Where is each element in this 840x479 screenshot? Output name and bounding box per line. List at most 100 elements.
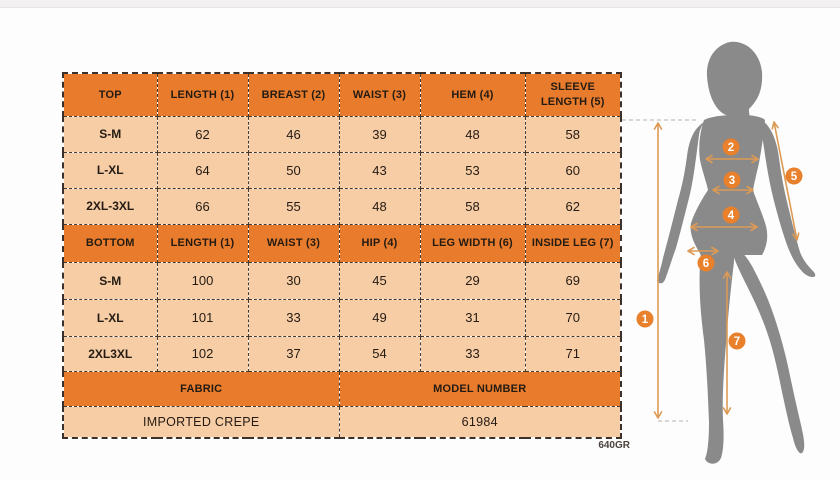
value-cell: 100 — [156, 261, 249, 300]
size-cell: L-XL — [62, 298, 158, 337]
value-cell: 33 — [247, 298, 340, 337]
measure-point-circle — [697, 254, 715, 272]
value-cell: 70 — [524, 298, 622, 337]
value-cell: 29 — [419, 261, 526, 300]
value-cell: 58 — [419, 187, 526, 225]
measure-point-3: 3 — [723, 171, 741, 189]
value-cell: 48 — [338, 187, 421, 225]
value-cell: 33 — [419, 335, 526, 372]
measure-point-label: 4 — [728, 210, 735, 222]
header-length-1: LENGTH (1) — [156, 72, 249, 117]
arrow-4-hip — [690, 222, 758, 232]
header-hip-4: HIP (4) — [338, 223, 421, 263]
value-cell: 31 — [419, 298, 526, 337]
top-row-sm: S-M 62 46 39 48 58 — [62, 115, 622, 153]
header-sleeve-length-5: SLEEVE LENGTH (5) — [524, 72, 622, 117]
top-header-row: TOP LENGTH (1) BREAST (2) WAIST (3) HEM … — [62, 72, 622, 117]
measure-point-6: 6 — [697, 254, 715, 272]
value-cell: 48 — [419, 115, 526, 153]
value-cell: 54 — [338, 335, 421, 372]
value-cell: 49 — [338, 298, 421, 337]
measure-point-circle — [722, 138, 740, 156]
bottom-row-lxl: L-XL 101 33 49 31 70 — [62, 298, 622, 337]
measure-point-2: 2 — [722, 138, 740, 156]
value-cell: 101 — [156, 298, 249, 337]
arrow-3-waist — [712, 185, 754, 195]
value-cell: 43 — [338, 151, 421, 189]
measure-point-circle — [785, 167, 803, 185]
arrow-7-inside-leg — [722, 271, 732, 415]
fabric-header-row: FABRIC MODEL NUMBER — [62, 370, 622, 407]
value-cell: 64 — [156, 151, 249, 189]
header-length-1: LENGTH (1) — [156, 223, 249, 263]
fabric-label: FABRIC — [62, 370, 340, 407]
size-table-container: TOP LENGTH (1) BREAST (2) WAIST (3) HEM … — [62, 72, 622, 439]
value-cell: 55 — [247, 187, 340, 225]
header-bottom: BOTTOM — [62, 223, 158, 263]
arrow-6-leg-width — [687, 246, 719, 256]
value-cell: 46 — [247, 115, 340, 153]
measure-point-label: 2 — [728, 142, 734, 154]
value-cell: 53 — [419, 151, 526, 189]
header-breast-2: BREAST (2) — [247, 72, 340, 117]
measure-point-circle — [728, 332, 746, 350]
measure-point-label: 5 — [791, 171, 798, 183]
top-row-2xl3xl: 2XL-3XL 66 55 48 58 62 — [62, 187, 622, 225]
bottom-row-2xl3xl: 2XL3XL 102 37 54 33 71 — [62, 335, 622, 372]
measure-point-1: 1 — [636, 310, 654, 328]
silhouette-head — [706, 41, 763, 117]
measure-point-label: 6 — [703, 258, 709, 270]
female-silhouette-icon — [657, 41, 816, 464]
top-row-lxl: L-XL 64 50 43 53 60 — [62, 151, 622, 189]
value-cell: 69 — [524, 261, 622, 300]
silhouette-left-arm — [657, 121, 706, 284]
silhouette-right-arm — [761, 121, 816, 277]
value-cell: 50 — [247, 151, 340, 189]
header-waist-3: WAIST (3) — [338, 72, 421, 117]
bottom-row-sm: S-M 100 30 45 29 69 — [62, 261, 622, 300]
value-cell: 37 — [247, 335, 340, 372]
value-cell: 102 — [156, 335, 249, 372]
value-cell: 62 — [156, 115, 249, 153]
silhouette-left-leg — [699, 252, 734, 464]
value-cell: 60 — [524, 151, 622, 189]
measure-point-circle — [636, 310, 654, 328]
value-cell: 30 — [247, 261, 340, 300]
arrow-5-sleeve-length — [771, 121, 800, 241]
size-cell: S-M — [62, 261, 158, 300]
measure-point-circle — [723, 171, 741, 189]
value-cell: 45 — [338, 261, 421, 300]
measure-point-label: 7 — [734, 336, 740, 348]
fabric-value: IMPORTED CREPE — [62, 405, 340, 439]
value-cell: 39 — [338, 115, 421, 153]
arrow-1-total-length — [653, 122, 663, 419]
size-cell: 2XL-3XL — [62, 187, 158, 225]
measure-point-label: 3 — [729, 175, 735, 187]
size-cell: 2XL3XL — [62, 335, 158, 372]
value-cell: 66 — [156, 187, 249, 225]
weight-note: 640GR — [598, 440, 630, 451]
model-number-value: 61984 — [338, 405, 622, 439]
fabric-value-row: IMPORTED CREPE 61984 — [62, 405, 622, 439]
top-border-strip — [0, 0, 840, 8]
measure-point-7: 7 — [728, 332, 746, 350]
header-waist-3: WAIST (3) — [247, 223, 340, 263]
size-table: TOP LENGTH (1) BREAST (2) WAIST (3) HEM … — [62, 72, 622, 439]
size-cell: L-XL — [62, 151, 158, 189]
arrow-2-breast — [705, 154, 759, 164]
value-cell: 71 — [524, 335, 622, 372]
measure-point-label: 1 — [642, 314, 649, 326]
header-top: TOP — [62, 72, 158, 117]
measure-point-5: 5 — [785, 167, 803, 185]
header-hem-4: HEM (4) — [419, 72, 526, 117]
measure-point-4: 4 — [722, 206, 740, 224]
silhouette-right-leg — [732, 252, 805, 454]
value-cell: 58 — [524, 115, 622, 153]
header-inside-leg-7: INSIDE LEG (7) — [524, 223, 622, 263]
size-cell: S-M — [62, 115, 158, 153]
header-leg-width-6: LEG WIDTH (6) — [419, 223, 526, 263]
bottom-header-row: BOTTOM LENGTH (1) WAIST (3) HIP (4) LEG … — [62, 223, 622, 263]
measure-point-circle — [722, 206, 740, 224]
value-cell: 62 — [524, 187, 622, 225]
